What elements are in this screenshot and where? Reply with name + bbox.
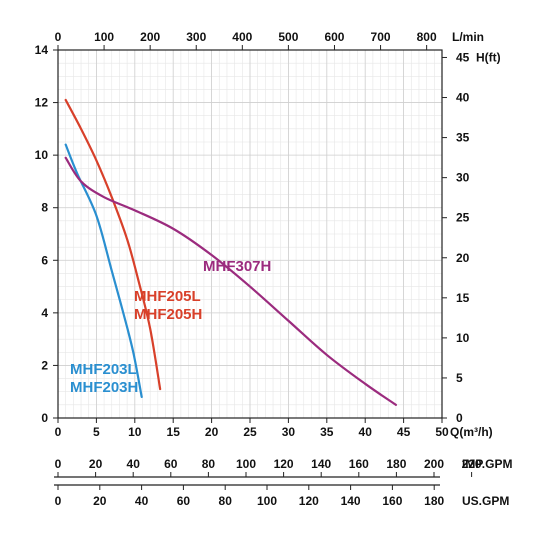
y2-tick-label: 0 bbox=[456, 411, 463, 425]
x-tick-label: 5 bbox=[93, 425, 100, 439]
series-label: MHF307H bbox=[203, 258, 271, 275]
series-line-2 bbox=[64, 156, 398, 406]
us_gpm_axis-label: US.GPM bbox=[462, 494, 509, 508]
x2-tick-label: 600 bbox=[324, 30, 344, 44]
imp_gpm_axis-tick-label: 100 bbox=[236, 457, 256, 471]
imp_gpm_axis-tick-label: 20 bbox=[89, 457, 103, 471]
x-tick-label: 40 bbox=[359, 425, 373, 439]
x-tick-label: 10 bbox=[128, 425, 142, 439]
imp_gpm_axis-tick-label: 80 bbox=[202, 457, 216, 471]
x-tick-label: 50 bbox=[435, 425, 449, 439]
x2-tick-label: 0 bbox=[55, 30, 62, 44]
y2-tick-label: 10 bbox=[456, 331, 470, 345]
us_gpm_axis-tick-label: 140 bbox=[341, 494, 361, 508]
x-tick-label: 0 bbox=[55, 425, 62, 439]
imp_gpm_axis-tick-label: 200 bbox=[424, 457, 444, 471]
y2-axis-label: H(ft) bbox=[476, 50, 501, 64]
imp_gpm_axis-tick-label: 140 bbox=[311, 457, 331, 471]
y-tick-label: 0 bbox=[41, 411, 48, 425]
y2-tick-label: 15 bbox=[456, 291, 470, 305]
us_gpm_axis-tick-label: 40 bbox=[135, 494, 149, 508]
series-lines bbox=[64, 98, 398, 406]
x2-tick-label: 500 bbox=[278, 30, 298, 44]
imp_gpm_axis-tick-label: 120 bbox=[274, 457, 294, 471]
series-line-1 bbox=[64, 98, 162, 391]
y-tick-label: 2 bbox=[41, 358, 48, 372]
series-label: MHF203H bbox=[70, 379, 138, 396]
imp_gpm_axis-tick-label: 220 bbox=[462, 457, 482, 471]
x2-tick-label: 400 bbox=[232, 30, 252, 44]
us_gpm_axis-tick-label: 160 bbox=[382, 494, 402, 508]
y-tick-label: 4 bbox=[41, 306, 48, 320]
x-tick-label: 45 bbox=[397, 425, 411, 439]
y2-tick-label: 20 bbox=[456, 251, 470, 265]
us_gpm_axis-tick-label: 120 bbox=[299, 494, 319, 508]
series-line-0 bbox=[64, 143, 143, 399]
us_gpm_axis-tick-label: 20 bbox=[93, 494, 107, 508]
us_gpm_axis-tick-label: 180 bbox=[424, 494, 444, 508]
x2-tick-label: 700 bbox=[371, 30, 391, 44]
imp_gpm_axis-tick-label: 160 bbox=[349, 457, 369, 471]
imp_gpm_axis-tick-label: 180 bbox=[386, 457, 406, 471]
y2-tick-label: 5 bbox=[456, 371, 463, 385]
grid bbox=[57, 49, 443, 419]
y2-tick-label: 45 bbox=[456, 50, 470, 64]
y-tick-label: 8 bbox=[41, 201, 48, 215]
x-tick-label: 25 bbox=[243, 425, 257, 439]
us_gpm_axis-tick-label: 80 bbox=[219, 494, 233, 508]
y2-tick-label: 40 bbox=[456, 91, 470, 105]
x-tick-label: 20 bbox=[205, 425, 219, 439]
axes: 0 5 10 15 20 25 30 35 40 45 50 Q(m³/h)0246810121405… bbox=[35, 30, 501, 439]
y2-tick-label: 30 bbox=[456, 171, 470, 185]
x-axis-label: Q(m³/h) bbox=[450, 425, 493, 439]
series-label: MHF205L bbox=[134, 288, 201, 305]
imp_gpm_axis-tick-label: 60 bbox=[164, 457, 178, 471]
y-tick-label: 14 bbox=[35, 43, 49, 57]
y-tick-label: 6 bbox=[41, 253, 48, 267]
x-tick-label: 15 bbox=[167, 425, 181, 439]
x2-tick-label: 200 bbox=[140, 30, 160, 44]
x2-tick-label: 100 bbox=[94, 30, 114, 44]
us_gpm_axis-tick-label: 100 bbox=[257, 494, 277, 508]
x-tick-label: 35 bbox=[320, 425, 334, 439]
y-tick-label: 10 bbox=[35, 148, 49, 162]
y2-tick-label: 35 bbox=[456, 131, 470, 145]
series-label: MHF203L bbox=[70, 361, 137, 378]
y-tick-label: 12 bbox=[35, 96, 49, 110]
y2-tick-label: 25 bbox=[456, 211, 470, 225]
x2-tick-label: 800 bbox=[417, 30, 437, 44]
series-label: MHF205H bbox=[134, 306, 202, 323]
x2-tick-label: 300 bbox=[186, 30, 206, 44]
x2-axis-label: L/min bbox=[452, 30, 484, 44]
us_gpm_axis-tick-label: 60 bbox=[177, 494, 191, 508]
x-tick-label: 30 bbox=[282, 425, 296, 439]
imp_gpm_axis-label: IMP.GPM bbox=[462, 457, 512, 471]
imp_gpm_axis-tick-label: 40 bbox=[127, 457, 141, 471]
imp_gpm_axis-tick-label: 0 bbox=[55, 457, 62, 471]
us_gpm_axis-tick-label: 0 bbox=[55, 494, 62, 508]
